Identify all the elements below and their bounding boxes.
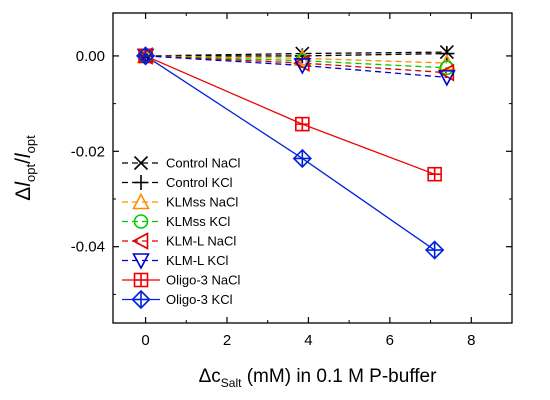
- y-axis-title: Δlopt/lopt: [12, 135, 38, 201]
- y-tick-label: -0.04: [71, 239, 105, 256]
- data-point: [439, 46, 455, 62]
- triangle-down-marker-glyph: [132, 253, 150, 270]
- diamond-marker-cross: [132, 291, 150, 308]
- data-point: [295, 116, 310, 132]
- diamond-marker-cross: [426, 241, 444, 259]
- legend-label: KLM-L NaCl: [166, 234, 236, 249]
- circle-marker-glyph: [133, 214, 149, 229]
- data-point: [427, 166, 442, 182]
- plot-frame: [112, 12, 513, 324]
- y-axis-title-sub2: opt: [23, 135, 38, 153]
- data-point: [135, 46, 156, 66]
- series-line: [145, 55, 447, 64]
- series-line: [145, 55, 447, 69]
- legend: Control NaCl Control KCl KLMss NaCl KLMss K…: [122, 155, 241, 310]
- series-line: [145, 55, 447, 74]
- diamond-marker-cross: [293, 149, 311, 167]
- x-tick-label: 8: [467, 332, 475, 349]
- plus-marker-glyph: [439, 46, 455, 62]
- y-axis-title-sub1: opt: [23, 164, 38, 182]
- data-point: [425, 240, 445, 260]
- legend-marker: [133, 175, 149, 190]
- legend-marker: [133, 214, 149, 229]
- x-tick-label: 6: [386, 332, 394, 349]
- square-marker-cross: [428, 167, 442, 181]
- y-tick-label: -0.02: [71, 143, 105, 160]
- legend-label: Oligo-3 KCl: [166, 292, 233, 307]
- triangle-down-marker-glyph: [293, 58, 312, 75]
- axis-ticks: 0 2 4 6 8 0.00 -0.02 -0.04: [71, 13, 512, 349]
- triangle-down-marker-glyph: [438, 70, 456, 87]
- data-point: [438, 70, 456, 87]
- series-line: [145, 55, 447, 79]
- legend-marker: [131, 289, 151, 310]
- series-line: [145, 52, 447, 57]
- y-tick-label: 0.00: [76, 48, 105, 65]
- series-markers: [135, 45, 456, 260]
- legend-label: Control NaCl: [166, 156, 241, 171]
- legend-marker: [131, 232, 149, 250]
- data-point: [293, 58, 312, 75]
- diamond-marker-cross: [137, 47, 155, 65]
- y-axis-title-slash: /: [12, 158, 35, 164]
- legend-label: Oligo-3 NaCl: [166, 273, 241, 288]
- legend-label: KLMss NaCl: [166, 195, 238, 210]
- plus-marker-glyph: [133, 175, 149, 190]
- square-marker-cross: [134, 273, 148, 287]
- x-marker-glyph: [133, 155, 149, 171]
- x-tick-label: 4: [304, 332, 312, 349]
- legend-label: KLMss KCl: [166, 214, 230, 229]
- y-axis-title-delta: Δ: [12, 187, 35, 201]
- x-axis-title-rest: (mM) in 0.1 M P-buffer: [241, 366, 437, 387]
- y-axis-title-l1: l: [12, 181, 35, 187]
- legend-marker: [132, 192, 150, 210]
- legend-marker: [133, 155, 149, 171]
- x-axis-title: ΔcSalt (mM) in 0.1 M P-buffer: [199, 366, 438, 390]
- x-tick-label: 2: [223, 332, 231, 349]
- series-line: [145, 51, 447, 57]
- triangle-left-marker-glyph: [131, 232, 149, 250]
- legend-label: KLM-L KCl: [166, 253, 228, 268]
- x-axis-title-sub: Salt: [221, 376, 242, 390]
- square-marker-cross: [295, 117, 309, 131]
- x-tick-label: 0: [141, 332, 149, 349]
- data-point: [292, 148, 312, 169]
- legend-marker: [133, 272, 149, 288]
- x-axis-title-main: Δc: [199, 366, 221, 387]
- triangle-up-marker-glyph: [132, 192, 150, 210]
- y-axis-title-l2: l: [12, 152, 35, 158]
- legend-label: Control KCl: [166, 175, 233, 190]
- legend-marker: [132, 253, 150, 270]
